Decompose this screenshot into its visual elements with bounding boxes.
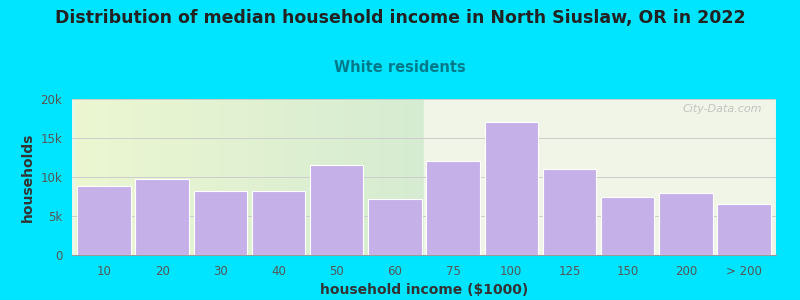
Bar xyxy=(135,178,189,255)
Y-axis label: households: households xyxy=(21,132,35,222)
Bar xyxy=(718,204,770,255)
Bar xyxy=(542,169,596,255)
Bar xyxy=(78,186,130,255)
Text: White residents: White residents xyxy=(334,60,466,75)
Bar xyxy=(659,193,713,255)
Bar xyxy=(368,199,422,255)
Bar xyxy=(252,191,306,255)
X-axis label: household income ($1000): household income ($1000) xyxy=(320,283,528,297)
Text: Distribution of median household income in North Siuslaw, OR in 2022: Distribution of median household income … xyxy=(54,9,746,27)
Bar xyxy=(310,165,363,255)
Bar xyxy=(485,122,538,255)
Bar xyxy=(194,191,247,255)
Text: City-Data.com: City-Data.com xyxy=(682,104,762,114)
Bar xyxy=(426,161,480,255)
Bar xyxy=(424,99,773,255)
Bar xyxy=(601,196,654,255)
